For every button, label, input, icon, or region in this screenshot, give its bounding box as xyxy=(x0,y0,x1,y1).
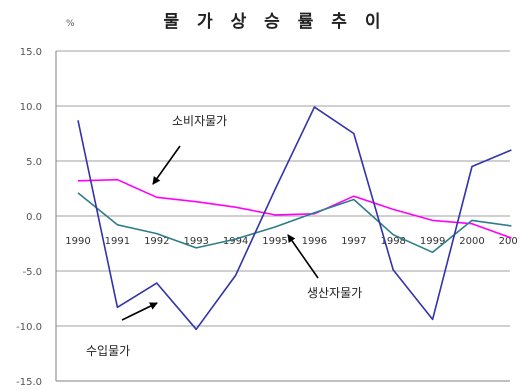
arrow-producer-prices xyxy=(287,234,319,279)
x-tick-label: 1998 xyxy=(380,236,405,247)
x-tick-label: 1999 xyxy=(420,236,445,247)
axes xyxy=(55,51,510,382)
x-tick-label: 1990 xyxy=(65,236,90,247)
x-tick-label: 1993 xyxy=(183,236,208,247)
x-tick-label: 1994 xyxy=(223,236,248,247)
y-tick-label: 5.0 xyxy=(26,157,42,168)
x-tick-labels: 1990 1991 1992 1993 1994 1995 1996 1997 1998 1999… xyxy=(65,236,519,247)
chart-title: 물 가 상 승 률 추 이 xyxy=(164,12,387,32)
series-line-3 xyxy=(77,106,512,331)
series-line-2 xyxy=(77,192,512,254)
x-tick-label: 1996 xyxy=(302,236,327,247)
series-line-1 xyxy=(77,178,512,239)
annotation-import-prices: 수입물가 xyxy=(86,344,130,358)
y-tick-label: 10.0 xyxy=(20,102,42,113)
data-series xyxy=(77,106,512,331)
y-tick-label: -15.0 xyxy=(16,377,42,388)
gridlines xyxy=(56,50,510,327)
y-tick-label: 0.0 xyxy=(26,212,42,223)
y-tick-labels: 15.0 10.0 5.0 0.0 -5.0 -10.0 -15.0 xyxy=(16,47,42,388)
x-tick-label: 2000 xyxy=(459,236,484,247)
x-tick-label: 1992 xyxy=(144,236,169,247)
x-tick-label: 1995 xyxy=(262,236,287,247)
y-tick-label: -10.0 xyxy=(16,322,42,333)
annotation-consumer-prices: 소비자물가 xyxy=(172,114,227,128)
y-unit-label: % xyxy=(66,19,75,29)
x-tick-label: 1991 xyxy=(105,236,130,247)
y-tick-label: -5.0 xyxy=(22,267,42,278)
x-tick-label: 1997 xyxy=(341,236,366,247)
annotation-producer-prices: 생산자물가 xyxy=(307,286,362,300)
y-tick-label: 15.0 xyxy=(20,47,42,58)
arrow-import-prices xyxy=(121,302,158,321)
x-tick-label: 2001 xyxy=(499,236,519,247)
arrow-consumer-prices xyxy=(152,145,181,185)
annotations: 소비자물가 생산자물가 수입물가 xyxy=(86,114,362,358)
